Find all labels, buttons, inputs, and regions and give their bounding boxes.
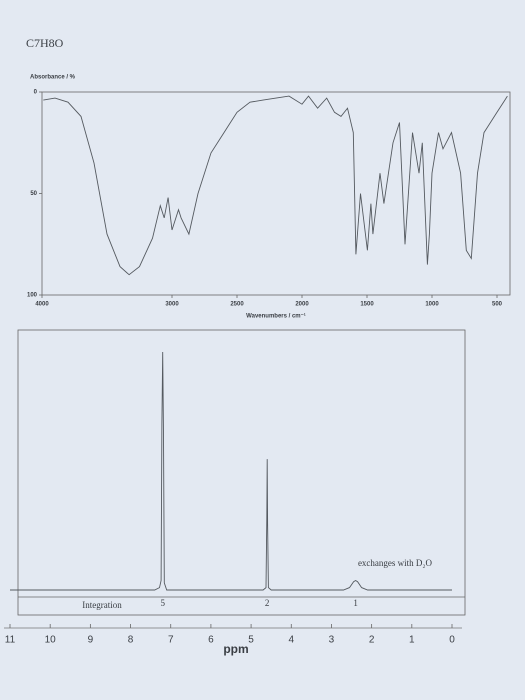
x-axis-label: ppm [223, 642, 248, 656]
x-tick-label: 7 [168, 635, 174, 646]
x-tick-label: 4000 [35, 302, 49, 308]
x-tick-label: 1000 [425, 302, 439, 308]
y-tick-label: 50 [30, 191, 37, 197]
x-tick-label: 6 [208, 635, 214, 646]
x-tick-label: 2000 [295, 302, 309, 308]
x-tick-label: 3 [329, 635, 335, 646]
y-tick-label: 0 [34, 90, 38, 96]
x-tick-label: 5 [248, 635, 254, 646]
x-tick-label: 1 [409, 635, 415, 646]
x-tick-label: 2500 [230, 302, 244, 308]
x-tick-label: 9 [88, 635, 94, 646]
ir-spectrum [43, 95, 508, 276]
x-tick-label: 11 [5, 635, 16, 646]
x-tick-label: 1500 [360, 302, 374, 308]
nmr-frame [17, 329, 466, 616]
x-tick-label: 500 [492, 302, 503, 308]
y-tick-label: 100 [27, 293, 38, 299]
x-tick-label: 4 [288, 635, 294, 646]
integration-value: 5 [160, 598, 165, 608]
x-axis-label: Wavenumbers / cm⁻¹ [246, 313, 306, 320]
nmr-spectrum [10, 351, 452, 591]
x-tick-label: 3000 [165, 302, 179, 308]
integration-label: Integration [82, 600, 122, 610]
integration-value: 2 [265, 598, 270, 608]
x-tick-label: 2 [369, 635, 375, 646]
annotation: exchanges with D₂O [358, 558, 433, 568]
x-tick-label: 8 [128, 635, 134, 646]
x-tick-label: 10 [45, 635, 57, 646]
y-axis-label: Absorbance / % [30, 75, 76, 81]
formula: C7H8O [26, 36, 64, 50]
x-tick-label: 0 [449, 635, 455, 646]
integration-value: 1 [353, 598, 358, 608]
